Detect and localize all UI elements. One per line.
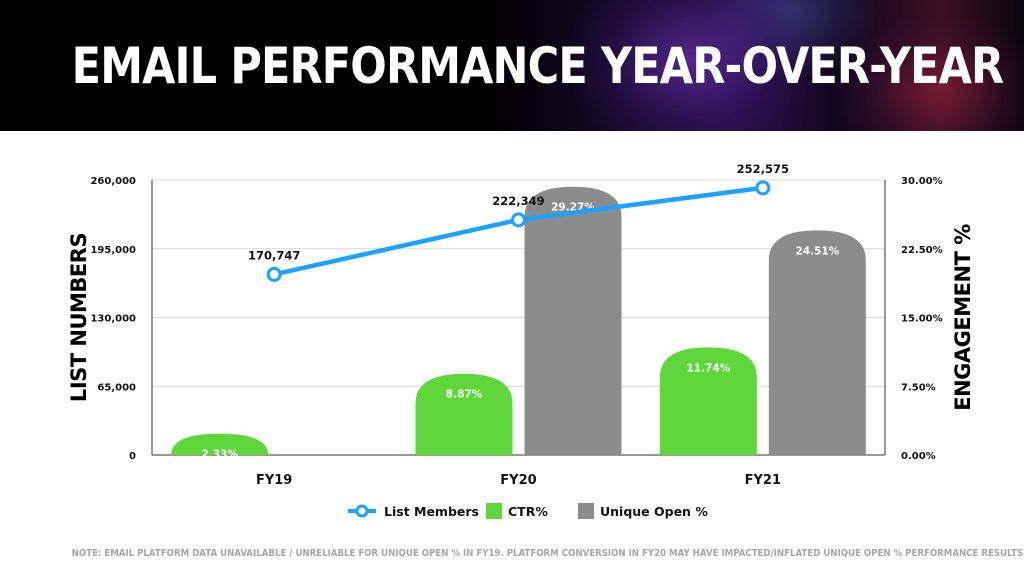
left-tick-label: 130,000 <box>90 314 136 325</box>
ctr-data-label: 2.33% <box>201 449 238 461</box>
page-title: EMAIL PERFORMANCE YEAR-OVER-YEAR <box>71 37 1004 95</box>
right-tick-label: 15.00% <box>901 314 943 325</box>
ctr-bar <box>659 347 757 455</box>
list-members-point <box>755 180 771 196</box>
list-members-data-label: 222,349 <box>492 194 544 208</box>
x-tick-label: FY21 <box>745 473 781 488</box>
right-tick-label: 0.00% <box>901 451 936 462</box>
header-banner: EMAIL PERFORMANCE YEAR-OVER-YEAR <box>0 0 1024 131</box>
legend-label: List Members <box>384 504 479 519</box>
left-tick-label: 65,000 <box>97 382 136 393</box>
list-members-point <box>266 266 282 282</box>
x-tick-label: FY20 <box>500 473 536 488</box>
legend-ctr-swatch <box>486 503 502 519</box>
left-tick-label: 0 <box>129 451 136 462</box>
ctr-data-label: 8.87% <box>446 389 483 401</box>
ctr-bar <box>171 433 269 455</box>
ctr-data-label: 11.74% <box>686 362 730 374</box>
right-tick-label: 22.50% <box>901 245 943 256</box>
left-tick-label: 195,000 <box>90 245 136 256</box>
left-tick-label: 260,000 <box>90 176 136 187</box>
combo-chart: 0 65,000 130,000 195,000 260,000 0.00% 7.50% 15… <box>67 162 975 519</box>
right-tick-label: 7.50% <box>901 382 936 393</box>
legend-label: Unique Open % <box>600 504 708 519</box>
right-axis-title: ENGAGEMENT % <box>951 224 975 411</box>
legend-label: CTR% <box>508 504 548 519</box>
right-tick-label: 30.00% <box>901 176 943 187</box>
unique-open-bar <box>524 186 622 456</box>
legend-unique-open-swatch <box>578 503 594 519</box>
list-members-data-label: 252,575 <box>737 162 789 176</box>
unique-open-bar <box>768 230 866 455</box>
unique-open-data-label: 24.51% <box>795 245 839 257</box>
list-members-point <box>511 212 526 228</box>
banner-glow <box>560 0 820 131</box>
list-members-data-label: 170,747 <box>248 248 300 262</box>
left-axis-title: LIST NUMBERS <box>67 233 91 402</box>
legend-line-point <box>355 504 369 518</box>
x-tick-label: FY19 <box>256 473 292 488</box>
ctr-bar <box>415 373 513 455</box>
footnote: NOTE: EMAIL PLATFORM DATA UNAVAILABLE / … <box>71 548 1024 559</box>
